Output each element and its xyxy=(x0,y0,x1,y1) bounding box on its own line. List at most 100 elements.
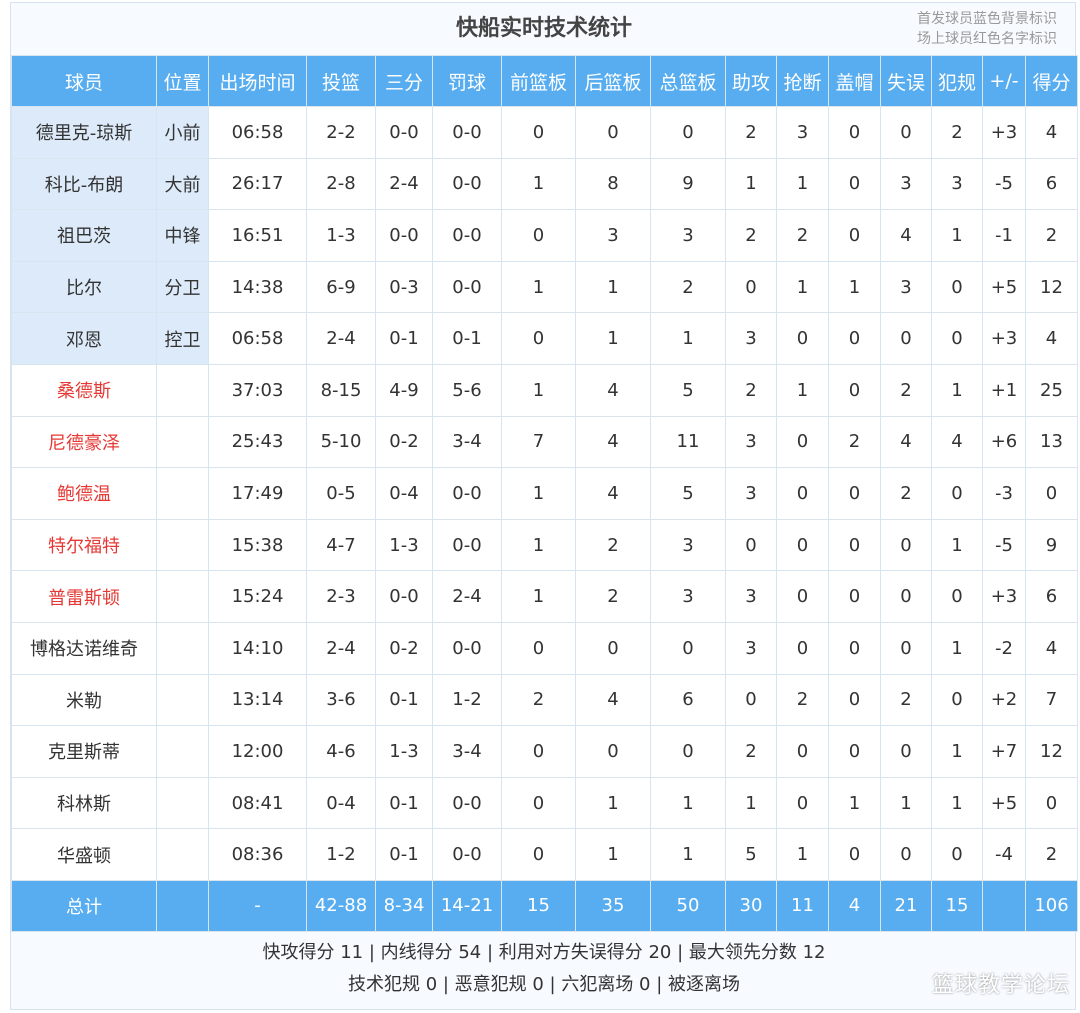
stat-cell: 0-0 xyxy=(375,570,433,623)
player-name: 邓恩 xyxy=(11,312,157,365)
stat-cell: 中锋 xyxy=(156,209,209,262)
stat-cell: 3-4 xyxy=(432,415,502,469)
stat-cell: +6 xyxy=(982,415,1026,469)
stat-cell: 0 xyxy=(880,828,932,881)
stat-cell: 0 xyxy=(931,312,983,365)
player-name: 祖巴茨 xyxy=(11,209,157,262)
total-cell: 总计 xyxy=(11,879,157,932)
stat-cell: 4-9 xyxy=(375,363,433,417)
stat-cell: 1-2 xyxy=(432,673,502,727)
table-row: 尼德豪泽 25:43 5-10 0-2 3-4 7 4 11 3 0 2 4 4 +6 13 xyxy=(11,415,1078,469)
stat-cell: 0 xyxy=(828,570,881,623)
stat-cell: 13:14 xyxy=(208,673,307,727)
stat-cell: 12 xyxy=(1025,725,1078,778)
stat-cell: 0 xyxy=(828,157,881,211)
stat-cell: 0 xyxy=(1025,467,1078,520)
table-row: 邓恩 控卫 06:58 2-4 0-1 0-1 0 1 1 3 0 0 0 0 +3 4 xyxy=(11,312,1078,365)
table-row: 桑德斯 37:03 8-15 4-9 5-6 1 4 5 2 1 0 2 1 +1 25 xyxy=(11,363,1078,417)
stat-cell: 2-4 xyxy=(306,312,376,365)
stat-cell xyxy=(156,673,209,727)
legend-starter: 首发球员蓝色背景标识 xyxy=(917,11,1057,27)
stat-cell: 12 xyxy=(1025,260,1078,314)
stat-cell: 3 xyxy=(725,415,777,469)
stat-cell: 2 xyxy=(776,673,829,727)
total-cell: 35 xyxy=(575,879,651,932)
stat-cell: 1 xyxy=(880,776,932,830)
player-name: 德里克-琼斯 xyxy=(11,106,157,159)
stat-cell: 0 xyxy=(828,828,881,881)
total-cell: 21 xyxy=(880,879,932,932)
stat-cell: +7 xyxy=(982,725,1026,778)
stat-cell: 5 xyxy=(650,363,726,417)
stat-cell: 1 xyxy=(650,312,726,365)
stat-cell: 06:58 xyxy=(208,312,307,365)
stat-cell: 0 xyxy=(575,621,651,675)
total-cell: 15 xyxy=(931,879,983,932)
stat-cell: 0 xyxy=(776,570,829,623)
stat-cell: 2 xyxy=(1025,209,1078,262)
stat-cell: 16:51 xyxy=(208,209,307,262)
total-cell: 106 xyxy=(1025,879,1078,932)
table-row: 科林斯 08:41 0-4 0-1 0-0 0 1 1 1 0 1 1 1 +5 0 xyxy=(11,776,1078,830)
stat-cell: 0 xyxy=(501,725,576,778)
stat-cell: 2 xyxy=(725,209,777,262)
stat-cell: 2-4 xyxy=(432,570,502,623)
stat-cell: 0-0 xyxy=(432,467,502,520)
stat-cell: 1 xyxy=(575,776,651,830)
stat-cell: 7 xyxy=(1025,673,1078,727)
stat-cell: 2 xyxy=(575,570,651,623)
column-header: 总篮板 xyxy=(650,55,726,107)
stat-cell: 11 xyxy=(650,415,726,469)
stat-cell: -5 xyxy=(982,157,1026,211)
stat-cell: 15:38 xyxy=(208,518,307,572)
stat-cell: 0-1 xyxy=(375,828,433,881)
stat-cell: +2 xyxy=(982,673,1026,727)
stat-cell: 0 xyxy=(575,725,651,778)
stat-cell: 0-2 xyxy=(375,415,433,469)
stat-cell: 0 xyxy=(828,725,881,778)
stat-cell: 3 xyxy=(650,209,726,262)
stat-cell: 4 xyxy=(880,209,932,262)
player-name: 科林斯 xyxy=(11,776,157,830)
summary-line-2: 技术犯规 0 | 恶意犯规 0 | 六犯离场 0 | 被逐离场 xyxy=(347,974,741,995)
stat-cell: 0 xyxy=(650,106,726,159)
stat-cell: 0-1 xyxy=(375,776,433,830)
stat-cell: +1 xyxy=(982,363,1026,417)
stat-cell: 3 xyxy=(931,157,983,211)
stat-cell: +3 xyxy=(982,106,1026,159)
stat-cell: 0 xyxy=(501,621,576,675)
stat-cell: -1 xyxy=(982,209,1026,262)
stat-cell: 0 xyxy=(828,621,881,675)
stat-cell: 6 xyxy=(1025,157,1078,211)
table-row: 科比-布朗 大前 26:17 2-8 2-4 0-0 1 8 9 1 1 0 3 3 -5 6 xyxy=(11,157,1078,211)
player-name: 特尔福特 xyxy=(11,518,157,572)
stat-cell: 0 xyxy=(501,312,576,365)
stats-panel: 快船实时技术统计 首发球员蓝色背景标识 场上球员红色名字标识 球员 位置 出场时间投… xyxy=(10,2,1078,1010)
stat-cell: 0-0 xyxy=(432,106,502,159)
column-header: 失误 xyxy=(880,55,932,107)
stat-cell: 1 xyxy=(931,209,983,262)
stat-cell: 6 xyxy=(650,673,726,727)
stat-cell: 1 xyxy=(501,260,576,314)
stat-cell: 3 xyxy=(725,312,777,365)
stat-cell xyxy=(156,725,209,778)
player-name: 克里斯蒂 xyxy=(11,725,157,778)
total-cell: 11 xyxy=(776,879,829,932)
stat-cell: 0 xyxy=(880,518,932,572)
stat-cell: 0 xyxy=(501,106,576,159)
stat-cell: 2-3 xyxy=(306,570,376,623)
stat-cell: 0 xyxy=(828,467,881,520)
stat-cell: 3 xyxy=(725,467,777,520)
stat-cell: 分卫 xyxy=(156,260,209,314)
stat-cell: 1 xyxy=(575,828,651,881)
column-header: 抢断 xyxy=(776,55,829,107)
stat-cell: 3 xyxy=(575,209,651,262)
stat-cell: 3 xyxy=(880,157,932,211)
stat-cell: 0-0 xyxy=(432,776,502,830)
stat-cell: 8-15 xyxy=(306,363,376,417)
stat-cell: 0-0 xyxy=(432,518,502,572)
stat-cell: 4-7 xyxy=(306,518,376,572)
stat-cell: 2 xyxy=(880,467,932,520)
stat-cell: 0 xyxy=(776,415,829,469)
stat-cell: 3 xyxy=(650,570,726,623)
